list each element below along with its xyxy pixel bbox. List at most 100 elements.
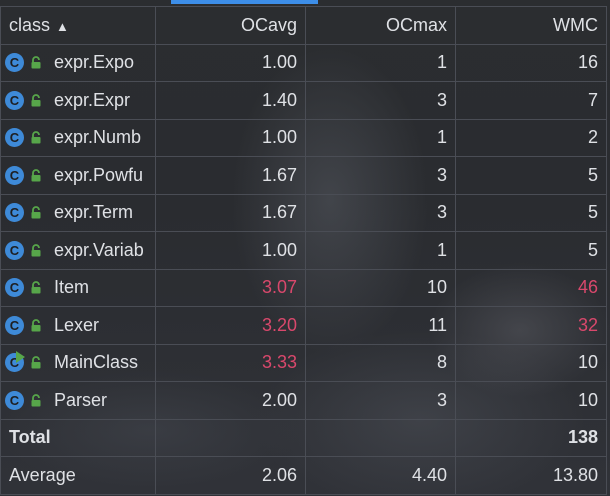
lock-icon [31,206,41,219]
ocavg-value: 1.00 [155,231,306,270]
total-row[interactable]: Total 138 [0,418,607,457]
table-row[interactable]: C Item 3.07 10 46 [0,268,607,307]
lock-icon [31,356,41,369]
table-row[interactable]: C MainClass 3.33 8 10 [0,343,607,382]
ocavg-value: 3.07 [155,268,306,307]
sort-ascending-icon[interactable]: ▲ [56,18,69,34]
ocmax-value: 11 [305,306,456,345]
lock-icon [31,243,41,257]
total-ocavg [155,418,306,457]
class-icon: C [5,240,24,260]
wmc-value: 10 [455,343,607,382]
run-marker-icon [16,351,25,364]
class-cell: C Item [0,268,156,307]
lock-icon [31,318,41,332]
wmc-value: 32 [455,306,607,345]
lock-icon [31,393,41,407]
ocmax-value: 3 [305,193,456,232]
wmc-value: 16 [455,43,607,82]
ocmax-value: 1 [305,118,456,157]
total-wmc: 138 [455,418,607,457]
class-name: expr.Numb [54,127,142,148]
column-header-wmc[interactable]: WMC [455,6,607,45]
ocavg-value: 1.00 [155,118,306,157]
wmc-value: 46 [455,268,607,307]
ocmax-value: 3 [305,156,456,195]
class-name: expr.Expo [54,52,135,73]
class-icon: C [5,390,24,410]
active-tab-indicator [171,0,318,4]
total-ocmax [305,418,456,457]
class-name: expr.Powfu [54,164,144,185]
lock-icon [31,281,41,294]
table-row[interactable]: C Lexer 3.20 11 32 [0,306,607,345]
ocmax-value: 3 [305,81,456,120]
ocmax-value: 3 [305,381,456,420]
table-row[interactable]: C Parser 2.00 3 10 [0,381,607,420]
ocmax-value: 8 [305,343,456,382]
class-icon: C [5,203,24,223]
ocavg-value: 2.00 [155,381,306,420]
wmc-value: 10 [455,381,607,420]
ocavg-value: 1.40 [155,81,306,120]
average-label: Average [0,456,156,495]
lock-icon [31,93,41,107]
average-ocavg: 2.06 [155,456,306,495]
class-icon: C [5,278,24,298]
class-cell: C Lexer [0,306,156,345]
average-wmc: 13.80 [455,456,607,495]
ocavg-value: 3.33 [155,343,306,382]
ocavg-value: 1.67 [155,193,306,232]
runnable-class-icon: C [5,351,25,373]
column-header-class[interactable]: class ▲ [0,6,156,45]
class-name: expr.Expr [54,89,131,110]
lock-icon [31,56,41,69]
class-name: Lexer [54,314,100,335]
class-icon: C [5,90,24,110]
ocavg-value: 3.20 [155,306,306,345]
lock-icon [31,168,41,182]
wmc-value: 5 [455,193,607,232]
class-icon: C [5,128,24,148]
class-cell: C MainClass [0,343,156,382]
column-header-ocavg[interactable]: OCavg [155,6,306,45]
wmc-value: 5 [455,156,607,195]
wmc-value: 5 [455,231,607,270]
ocmax-value: 1 [305,43,456,82]
ocavg-value: 1.67 [155,156,306,195]
lock-icon [31,131,41,144]
class-name: Item [54,277,90,298]
column-header-class-label: class [9,14,51,35]
average-row[interactable]: Average 2.06 4.40 13.80 [0,456,607,495]
class-icon: C [5,165,24,185]
column-header-ocmax[interactable]: OCmax [305,6,456,45]
class-name: expr.Term [54,202,134,223]
class-cell: C Parser [0,381,156,420]
class-name: expr.Variab [54,239,144,260]
class-name: Parser [54,389,108,410]
ocmax-value: 10 [305,268,456,307]
ocmax-value: 1 [305,231,456,270]
class-icon: C [5,53,24,73]
wmc-value: 2 [455,118,607,157]
wmc-value: 7 [455,81,607,120]
table-header-row: class ▲ OCavg OCmax WMC [0,6,607,45]
class-icon: C [5,315,24,335]
ocavg-value: 1.00 [155,43,306,82]
class-name: MainClass [54,352,139,373]
average-ocmax: 4.40 [305,456,456,495]
total-label: Total [0,418,156,457]
